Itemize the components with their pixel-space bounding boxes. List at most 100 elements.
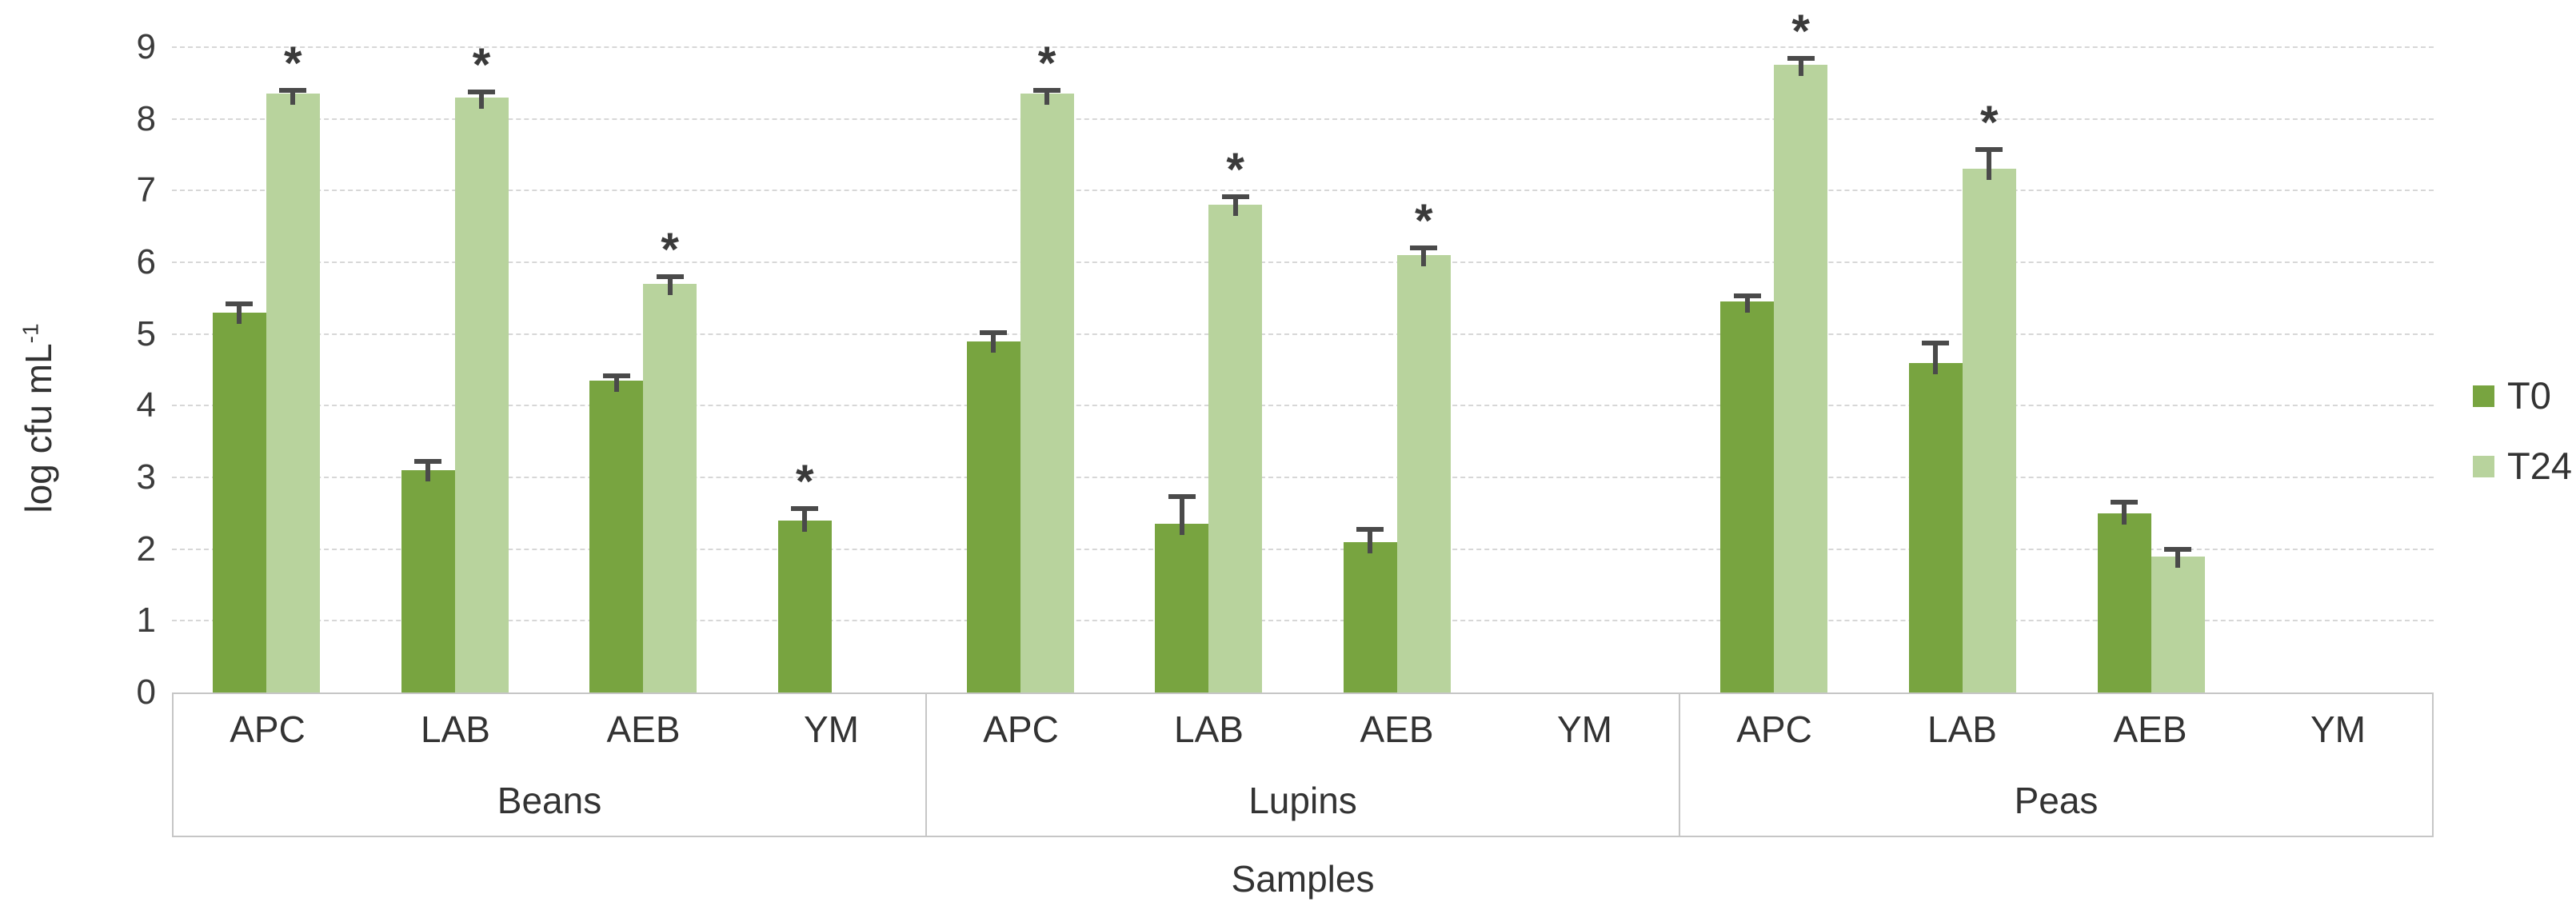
error-bar-cap [1033,87,1060,93]
error-bar-stem [613,375,619,392]
bar-beans-aeb-t0 [589,380,644,692]
y-tick-label: 0 [136,673,156,712]
y-axis-title-text: log cfu mL [18,343,59,513]
bar-beans-aeb-t24 [643,283,697,692]
axis-group-lupins: APC LAB AEB YM Lupins [925,694,1679,836]
y-tick-label: 8 [136,98,156,138]
error-bar-stem [2122,502,2127,525]
legend-label-t24: T24 [2507,445,2572,487]
error-bar-stem [1179,497,1184,536]
gridline [172,620,2434,622]
category-label-row: APC LAB AEB YM [927,694,1679,765]
error-bar-stem [802,508,808,532]
error-bar-cap [226,301,254,306]
legend: T0 T24 [2473,376,2572,486]
bar-lupins-aeb-t0 [1343,541,1397,692]
error-bar-cap [791,505,819,511]
error-bar-stem [1987,150,1992,181]
y-axis-title-superscript: -1 [18,323,43,344]
significance-asterisk: * [284,37,302,90]
gridline [172,190,2434,192]
bar-peas-apc-t24 [1774,65,1828,692]
y-tick-label: 1 [136,601,156,641]
y-axis-title: log cfu mL-1 [17,323,60,513]
y-tick-label: 4 [136,385,156,425]
bar-beans-lab-t0 [401,470,455,692]
y-tick-label: 7 [136,170,156,210]
y-tick-label: 9 [136,27,156,66]
legend-swatch-t0 [2473,385,2494,407]
bar-lupins-lab-t0 [1155,524,1209,692]
significance-asterisk: * [1980,97,1999,150]
category-label: YM [1557,708,1612,751]
y-tick-label: 2 [136,529,156,569]
y-tick-label: 5 [136,313,156,353]
significance-asterisk: * [1415,195,1433,248]
error-bar-stem [479,91,484,109]
group-label: Lupins [1248,779,1357,821]
category-label: AEB [606,708,681,751]
bar-beans-apc-t24 [266,94,320,692]
bar-peas-apc-t0 [1720,301,1775,692]
legend-item-t0: T0 [2473,376,2572,416]
error-bar-cap [2111,500,2138,505]
category-label: APC [983,708,1059,751]
significance-asterisk: * [796,455,814,508]
significance-asterisk: * [472,38,491,91]
legend-item-t24: T24 [2473,446,2572,486]
error-bar-cap [468,89,495,94]
significance-asterisk: * [1791,6,1810,58]
error-bar-cap [1787,56,1815,62]
bar-lupins-lab-t24 [1208,205,1263,692]
bar-lupins-aeb-t24 [1396,255,1451,692]
error-bar-cap [2164,546,2191,552]
significance-asterisk: * [1037,37,1056,90]
category-label: LAB [1174,708,1244,751]
error-bar-cap [279,87,307,93]
group-label: Peas [2014,779,2099,821]
error-bar-stem [1933,343,1939,374]
error-bar-stem [1368,529,1373,553]
error-bar-stem [1798,58,1803,77]
gridline [172,46,2434,48]
significance-asterisk: * [661,223,679,276]
category-label: LAB [1927,708,1997,751]
error-bar-stem [1421,248,1427,267]
error-bar-cap [1356,527,1384,533]
category-label: YM [2310,708,2366,751]
gridline [172,405,2434,407]
category-label: LAB [421,708,490,751]
bar-peas-aeb-t24 [2151,556,2205,692]
x-axis-title: Samples [1231,858,1375,900]
error-bar-stem [425,461,430,482]
axis-group-beans: APC LAB AEB YM Beans [174,694,925,836]
gridline [172,477,2434,478]
legend-swatch-t24 [2473,455,2494,477]
error-bar-stem [2175,549,2180,568]
error-bar-cap [602,373,630,378]
bar-lupins-apc-t0 [966,341,1020,692]
bar-beans-ym-t0 [777,520,832,692]
error-bar-stem [1044,90,1049,106]
category-label: YM [804,708,859,751]
bar-beans-lab-t24 [454,97,509,692]
category-label: AEB [2113,708,2187,751]
gridline [172,333,2434,335]
bar-peas-aeb-t0 [2097,513,2151,692]
error-bar-stem [290,90,296,106]
y-tick-label: 3 [136,457,156,497]
error-bar-stem [237,304,242,324]
error-bar-stem [1232,196,1238,217]
category-axis: APC LAB AEB YM Beans APC LAB AEB YM Lupins APC LAB A… [172,692,2434,837]
error-bar-cap [980,329,1007,335]
error-bar-stem [1744,296,1750,313]
bar-lupins-apc-t24 [1020,94,1074,692]
group-label: Beans [497,779,602,821]
error-bar-cap [1168,494,1196,500]
bar-beans-apc-t0 [212,312,266,692]
gridline [172,261,2434,263]
error-bar-cap [1221,194,1249,199]
error-bar-cap [1410,245,1438,251]
y-tick-label: 6 [136,242,156,281]
